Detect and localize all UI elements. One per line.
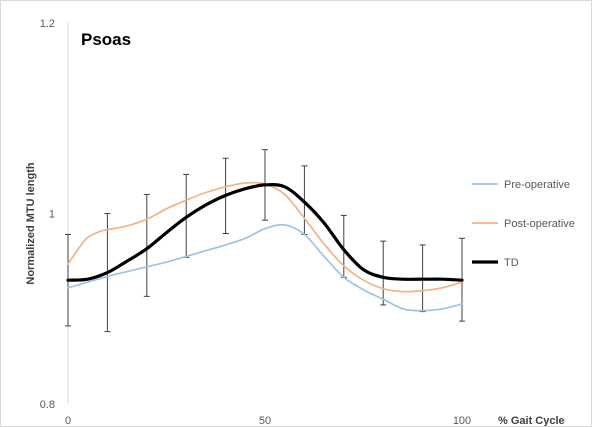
legend-item: Pre-operative <box>472 179 570 191</box>
series-line-td <box>66 183 464 282</box>
legend-item: Post-operative <box>472 218 575 230</box>
legend-label: Pre-operative <box>504 179 570 191</box>
x-tick-label: 0 <box>65 415 71 426</box>
error-bars <box>65 149 465 333</box>
series-lines <box>66 181 464 312</box>
y-tick-label: 1.2 <box>40 18 55 30</box>
error-bar <box>143 193 150 297</box>
x-tick-labels: 0 50 100 <box>65 415 471 426</box>
series-line-post-operative <box>67 181 463 293</box>
legend: Pre-operative Post-operative TD <box>472 179 575 269</box>
x-tick-label: 100 <box>453 415 471 426</box>
chart-title: Psoas <box>81 30 131 49</box>
y-tick-label: 0.8 <box>40 399 55 411</box>
error-bar <box>380 240 387 306</box>
legend-label: Post-operative <box>504 218 575 230</box>
y-tick-label: 1 <box>49 209 55 221</box>
x-axis-title: % Gait Cycle <box>498 415 565 426</box>
series-line-pre-operative <box>67 223 463 312</box>
legend-item: TD <box>472 257 519 269</box>
x-tick-label: 50 <box>259 415 271 426</box>
y-tick-labels: 1.2 1 0.8 <box>40 18 55 411</box>
legend-label: TD <box>504 257 519 269</box>
y-axis-title: Normalized MTU length <box>25 162 37 285</box>
